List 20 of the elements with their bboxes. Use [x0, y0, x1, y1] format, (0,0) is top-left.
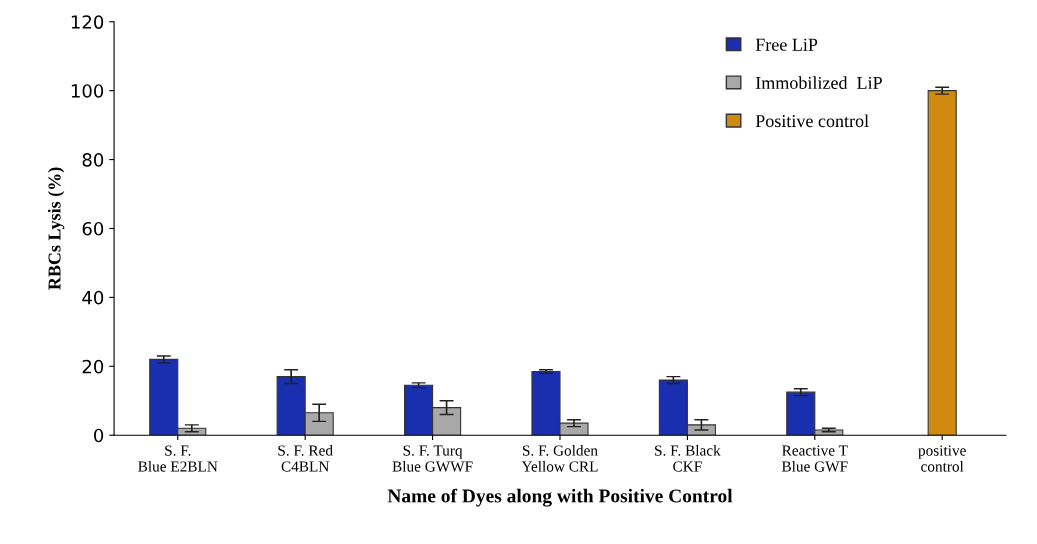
x-tick-label: S. F. Blue E2BLN	[138, 445, 218, 472]
x-tick-label: S. F. Red C4BLN	[278, 444, 333, 472]
bar	[927, 90, 957, 436]
x-axis-title: Name of Dyes along with Positive Control	[387, 488, 733, 507]
y-tick-label: 120	[71, 15, 104, 29]
legend-label: Immobilized LiP	[755, 76, 882, 89]
x-tick-label: S. F. Black CKF	[655, 444, 721, 472]
y-tick-label: 40	[82, 290, 104, 305]
legend-label: Positive control	[755, 114, 869, 128]
y-axis-title: RBCs Lysis (%)	[47, 167, 65, 290]
legend-label: Free LiP	[755, 38, 818, 51]
y-tick-label: 100	[71, 84, 104, 98]
y-tick-label: 20	[82, 359, 104, 374]
y-tick-label: 60	[82, 221, 104, 236]
x-tick-label: Reactive T Blue GWF	[781, 445, 848, 472]
x-tick-label: S. F. Turq Blue GWWF	[392, 445, 473, 472]
x-tick-label: positive control	[918, 445, 966, 472]
x-tick-label: S. F. Golden Yellow CRL	[521, 444, 598, 472]
y-tick-label: 0	[94, 428, 104, 443]
y-tick-label: 80	[82, 153, 104, 167]
